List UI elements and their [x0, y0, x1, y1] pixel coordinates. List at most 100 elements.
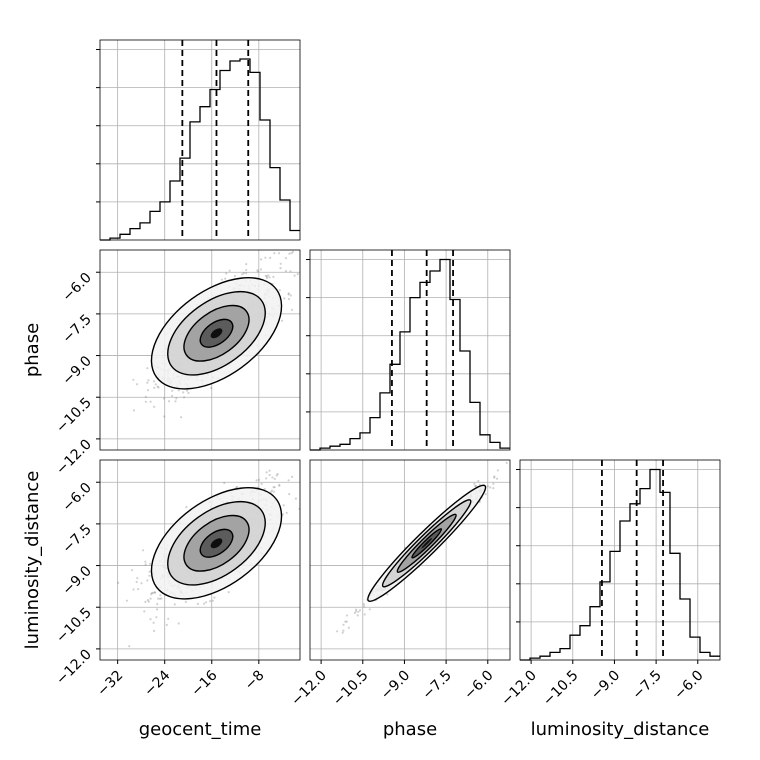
sample-point	[363, 613, 366, 616]
sample-point	[277, 252, 281, 255]
sample-point	[149, 618, 152, 621]
sample-point	[146, 381, 149, 384]
x-tick-label: −7.5	[420, 668, 455, 703]
sample-point	[140, 582, 143, 585]
sample-point	[278, 484, 281, 487]
sample-point	[153, 629, 156, 633]
sample-point	[185, 506, 188, 509]
panel-background	[100, 40, 300, 240]
sample-point	[358, 609, 362, 612]
sample-point	[296, 272, 299, 276]
sample-point	[363, 605, 366, 608]
sample-point	[132, 409, 136, 412]
sample-point	[386, 593, 389, 596]
x-tick-label: −16	[188, 667, 220, 699]
sample-point	[278, 289, 281, 292]
sample-point	[260, 482, 263, 485]
sample-point	[273, 477, 276, 480]
sample-point	[265, 471, 268, 474]
sample-point	[489, 486, 492, 489]
sample-point	[265, 276, 269, 280]
sample-point	[132, 588, 135, 591]
y-tick-label: −12.0	[53, 646, 95, 688]
sample-point	[167, 400, 171, 403]
sample-point	[146, 367, 149, 370]
sample-point	[272, 490, 275, 493]
sample-point	[344, 620, 347, 623]
panel-background	[310, 250, 510, 450]
x-tick-label: −9.0	[378, 668, 413, 703]
x-axis-label-luminosity-distance: luminosity_distance	[531, 719, 710, 740]
scatter-panel-geocent_time-vs-phase	[96, 244, 301, 451]
sample-point	[158, 597, 162, 600]
sample-point	[154, 383, 157, 386]
sample-point	[205, 601, 208, 604]
sample-point	[265, 275, 268, 278]
sample-point	[345, 620, 348, 623]
y-tick-label: −9.0	[59, 563, 94, 598]
sample-point	[269, 256, 272, 259]
histogram-panel-luminosity_distance	[516, 459, 721, 664]
sample-point	[294, 497, 297, 500]
sample-point	[493, 476, 496, 479]
sample-point	[276, 473, 279, 476]
sample-point	[268, 473, 271, 477]
sample-point	[146, 599, 149, 602]
sample-point	[493, 475, 496, 478]
sample-point	[257, 478, 261, 481]
sample-point	[362, 603, 365, 606]
sample-point	[278, 483, 281, 486]
scatter-panel-geocent_time-vs-luminosity_distance	[96, 459, 301, 667]
panel-frame	[99, 459, 301, 661]
sample-point	[342, 629, 345, 632]
x-tick-label: −24	[141, 667, 173, 699]
sample-point	[273, 486, 276, 489]
sample-point	[153, 591, 156, 594]
panel-background	[520, 460, 720, 660]
panel-frame	[309, 459, 511, 661]
sample-point	[289, 270, 292, 273]
sample-point	[177, 622, 180, 625]
histogram-panel-phase	[306, 249, 511, 451]
sample-point	[135, 580, 138, 584]
x-tick-label: −12.0	[498, 668, 540, 710]
sample-point	[356, 614, 359, 617]
sample-point	[196, 602, 199, 606]
sample-point	[147, 379, 150, 382]
sample-point	[283, 297, 286, 300]
sample-point	[225, 272, 228, 275]
sample-point	[496, 477, 499, 480]
sample-point	[279, 262, 282, 265]
sample-point	[148, 570, 151, 573]
histogram-step	[520, 468, 720, 661]
sample-point	[271, 476, 274, 479]
sample-point	[180, 416, 183, 419]
sample-point	[156, 608, 159, 611]
y-tick-label: −7.5	[59, 311, 94, 346]
sample-point	[156, 603, 159, 606]
x-axis-label-phase: phase	[383, 719, 437, 740]
sample-point	[165, 623, 168, 627]
sample-point	[341, 631, 344, 634]
sample-point	[211, 599, 214, 602]
scatter-panel-phase-vs-luminosity_distance	[309, 459, 511, 664]
sample-point	[290, 252, 293, 255]
sample-point	[265, 477, 268, 480]
x-tick-label: −10.5	[330, 668, 372, 710]
sample-point	[152, 380, 156, 383]
sample-point	[137, 588, 140, 591]
sample-point	[142, 665, 144, 667]
histogram-step	[310, 258, 510, 451]
sample-point	[154, 591, 157, 594]
sample-point	[288, 492, 291, 496]
sample-point	[223, 481, 226, 485]
sample-point	[152, 591, 155, 594]
sample-point	[266, 244, 268, 246]
sample-point	[146, 389, 150, 392]
sample-point	[272, 486, 275, 489]
sample-point	[167, 617, 170, 620]
sample-point	[241, 273, 244, 276]
sample-point	[183, 396, 186, 399]
sample-point	[496, 469, 499, 472]
